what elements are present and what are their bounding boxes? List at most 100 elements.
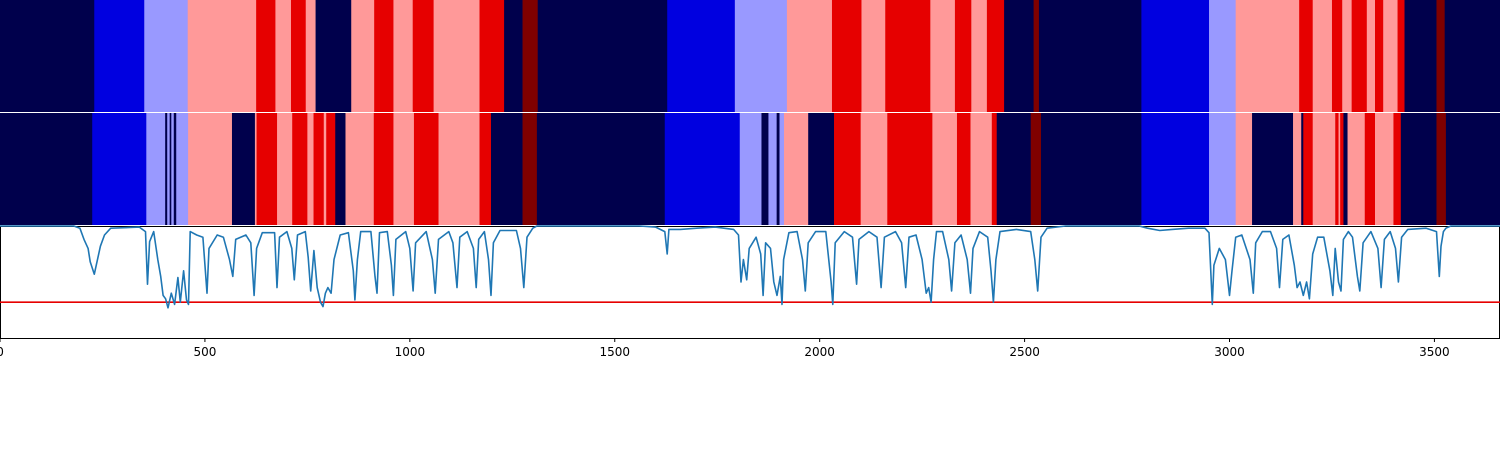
top-strip-segment	[667, 0, 736, 112]
top-strip-segment	[954, 0, 972, 112]
top-strip-segment	[1331, 0, 1343, 112]
bottom-strip-segment	[761, 113, 769, 225]
bottom-strip-segment	[1400, 113, 1437, 225]
bottom-strip-segment	[92, 113, 147, 225]
bottom-strip-segment	[167, 113, 171, 225]
top-strip-segment	[786, 0, 833, 112]
top-strip-segment	[1436, 0, 1446, 112]
bottom-strip-segment	[0, 113, 93, 225]
top-strip-segment	[1397, 0, 1405, 112]
bottom-strip-segment	[1293, 113, 1302, 225]
x-tick-label: 1000	[395, 345, 426, 359]
strip-top	[0, 0, 1500, 112]
bottom-strip-segment	[932, 113, 958, 225]
top-strip-segment	[1366, 0, 1376, 112]
bottom-strip-segment	[1445, 113, 1500, 225]
top-strip-segment	[479, 0, 505, 112]
top-strip-segment	[734, 0, 788, 112]
top-strip-segment	[1404, 0, 1437, 112]
bottom-strip-segment	[739, 113, 762, 225]
series-line	[0, 225, 1500, 309]
top-strip-segment	[861, 0, 886, 112]
bottom-strip-segment	[1335, 113, 1339, 225]
top-strip-segment	[1351, 0, 1368, 112]
bottom-strip-segment	[1347, 113, 1366, 225]
top-strip-segment	[1141, 0, 1210, 112]
top-strip-segment	[1004, 0, 1035, 112]
bottom-strip-segment	[1343, 113, 1348, 225]
bottom-strip-segment	[991, 113, 998, 225]
bottom-strip-segment	[784, 113, 809, 225]
bottom-strip-segment	[1436, 113, 1447, 225]
bottom-strip-segment	[1252, 113, 1294, 225]
bottom-strip-segment	[326, 113, 336, 225]
bottom-strip-segment	[373, 113, 394, 225]
x-tick-label: 500	[193, 345, 216, 359]
bottom-strip-segment	[254, 113, 257, 225]
bottom-strip-segment	[887, 113, 933, 225]
top-strip-segment	[0, 0, 95, 112]
top-strip-segment	[971, 0, 988, 112]
top-strip-segment	[393, 0, 414, 112]
top-strip-segment	[290, 0, 307, 112]
top-strip-segment	[1038, 0, 1142, 112]
bottom-strip-segment	[1141, 113, 1210, 225]
bottom-strip-segment	[345, 113, 375, 225]
x-tick-label: 3000	[1214, 345, 1245, 359]
top-strip-segment	[187, 0, 257, 112]
bottom-strip-segment	[1030, 113, 1042, 225]
bottom-strip-segment	[768, 113, 778, 225]
bottom-strip-segment	[1338, 113, 1341, 225]
bottom-strip-segment	[335, 113, 346, 225]
top-strip-segment	[1299, 0, 1314, 112]
top-strip-segment	[1033, 0, 1040, 112]
top-strip-segment	[351, 0, 375, 112]
bottom-strip-segment	[169, 113, 172, 225]
bottom-strip-segment	[779, 113, 785, 225]
top-strip-segment	[412, 0, 435, 112]
bottom-strip-segment	[479, 113, 492, 225]
top-strip-segment	[305, 0, 316, 112]
bottom-strip-segment	[1235, 113, 1253, 225]
bottom-strip-segment	[1393, 113, 1402, 225]
top-strip-segment	[144, 0, 189, 112]
top-strip-segment	[256, 0, 276, 112]
bottom-strip-segment	[834, 113, 862, 225]
bottom-strip-segment	[413, 113, 439, 225]
top-strip-segment	[315, 0, 352, 112]
bottom-strip-segment	[996, 113, 1032, 225]
top-strip-segment	[1235, 0, 1300, 112]
bottom-strip-segment	[1040, 113, 1142, 225]
bottom-strip-segment	[165, 113, 168, 225]
top-strip-segment	[1375, 0, 1384, 112]
top-strip-segment	[885, 0, 931, 112]
bottom-strip-segment	[438, 113, 480, 225]
strip-bottom	[0, 113, 1500, 225]
bottom-strip-segment	[393, 113, 415, 225]
bottom-strip-segment	[808, 113, 835, 225]
x-tick-label: 2000	[804, 345, 835, 359]
bottom-strip-segment	[1312, 113, 1336, 225]
bottom-strip-segment	[231, 113, 256, 225]
bottom-strip-segment	[307, 113, 314, 225]
top-strip-segment	[1383, 0, 1398, 112]
x-tick-label: 1500	[599, 345, 630, 359]
line-panel	[0, 225, 1500, 339]
x-axis: 0 500 1000 1500 2000 2500 3000 3500	[0, 338, 1450, 359]
top-strip-segment	[831, 0, 862, 112]
bottom-strip-segment	[313, 113, 325, 225]
x-tick-label: 0	[0, 345, 4, 359]
top-strip-segment	[1312, 0, 1333, 112]
bottom-strip-segment	[171, 113, 175, 225]
bottom-strip-segment	[860, 113, 888, 225]
top-strip-segment	[930, 0, 956, 112]
bottom-strip-segment	[490, 113, 523, 225]
bottom-strip-segment	[1209, 113, 1237, 225]
top-strip-segment	[986, 0, 1005, 112]
bottom-strip-segment	[323, 113, 327, 225]
top-strip-segment	[94, 0, 145, 112]
bottom-strip-segment	[1364, 113, 1376, 225]
top-strip-segment	[537, 0, 668, 112]
bottom-strip-segment	[522, 113, 538, 225]
